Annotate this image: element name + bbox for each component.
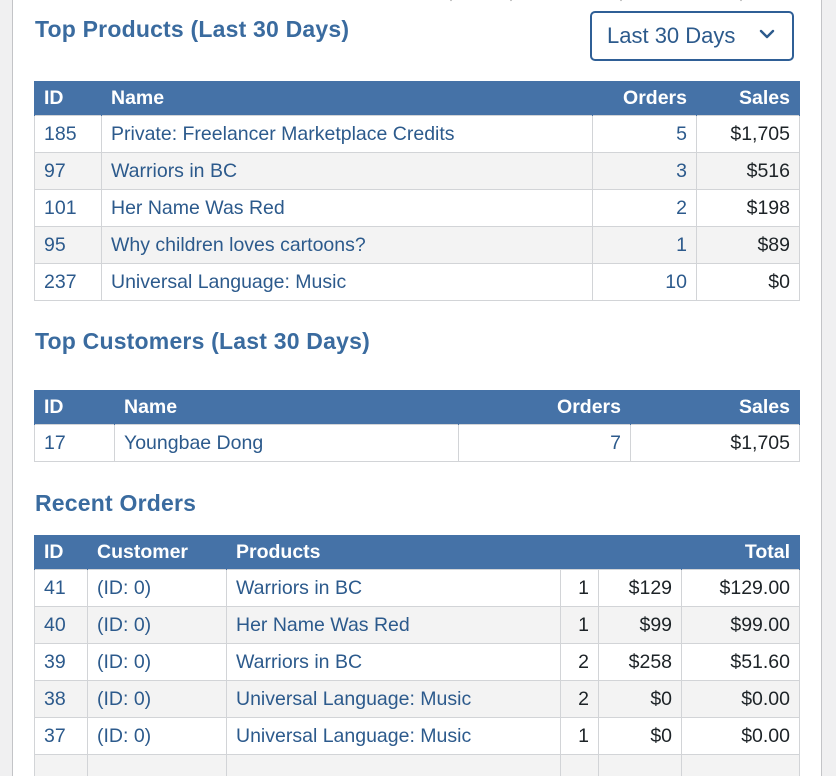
order-product-link[interactable]: Universal Language: Music [236,688,471,710]
product-sales: $516 [697,153,800,190]
order-product-link[interactable]: Her Name Was Red [236,614,410,636]
top-customers-title: Top Customers (Last 30 Days) [35,328,370,355]
order-quantity: 1 [561,718,599,755]
table-row: 185 Private: Freelancer Marketplace Cred… [35,116,800,153]
product-orders-link[interactable]: 2 [676,197,687,219]
dashboard-panel: Top Products (Last 30 Days) Last 30 Days… [12,0,822,776]
order-line-amount: $258 [599,644,682,681]
order-id-link[interactable]: 41 [44,577,66,599]
product-sales: $89 [697,227,800,264]
order-customer-link[interactable]: (ID: 0) [97,651,151,673]
product-id-link[interactable]: 185 [44,123,77,145]
table-header-row: ID Name Orders Sales [35,81,800,116]
order-id-link[interactable]: 38 [44,688,66,710]
order-customer-link[interactable]: (ID: 0) [97,577,151,599]
order-product-link[interactable]: Warriors in BC [236,651,362,673]
product-orders-link[interactable]: 1 [676,234,687,256]
order-line-amount: $129 [599,570,682,607]
table-row: 40 (ID: 0) Her Name Was Red 1 $99 $99.00 [35,607,800,644]
product-orders-link[interactable]: 3 [676,160,687,182]
product-name-link[interactable]: Universal Language: Music [111,271,346,293]
table-header-row: ID Name Orders Sales [35,390,800,425]
top-products-table: ID Name Orders Sales 185 Private: Freela… [34,81,800,301]
date-range-select[interactable]: Last 30 Days [590,11,794,61]
product-name-link[interactable]: Private: Freelancer Marketplace Credits [111,123,455,145]
order-customer-link[interactable]: (ID: 0) [97,614,151,636]
order-quantity: 2 [561,644,599,681]
product-sales: $0 [697,264,800,301]
cut-off-edge-marks [408,0,788,2]
order-product-link[interactable]: Universal Language: Music [236,725,471,747]
date-range-select-value: Last 30 Days [607,23,735,49]
customer-orders-link[interactable]: 7 [610,432,621,454]
order-id-link[interactable]: 39 [44,651,66,673]
product-id-link[interactable]: 101 [44,197,77,219]
product-id-link[interactable]: 237 [44,271,77,293]
product-sales: $198 [697,190,800,227]
order-product-link[interactable]: Warriors in BC [236,577,362,599]
top-customers-table: ID Name Orders Sales 17 Youngbae Dong 7 … [34,390,800,462]
order-id-link[interactable]: 40 [44,614,66,636]
customer-name-link[interactable]: Youngbae Dong [124,432,263,454]
order-line-amount: $0 [599,718,682,755]
product-sales: $1,705 [697,116,800,153]
product-id-link[interactable]: 97 [44,160,66,182]
customer-id-link[interactable]: 17 [44,432,66,454]
col-header-total: Total [682,535,800,570]
table-row: 95 Why children loves cartoons? 1 $89 [35,227,800,264]
order-total: $0.00 [682,681,800,718]
col-header-name: Name [102,81,593,116]
product-orders-link[interactable]: 10 [665,271,687,293]
recent-orders-title: Recent Orders [35,490,196,517]
order-total: $51.60 [682,644,800,681]
col-header-products: Products [227,535,682,570]
order-line-amount: $99 [599,607,682,644]
order-total: $0.00 [682,718,800,755]
top-products-title: Top Products (Last 30 Days) [35,16,349,43]
product-name-link[interactable]: Why children loves cartoons? [111,234,366,256]
order-total: $99.00 [682,607,800,644]
table-header-row: ID Customer Products Total [35,535,800,570]
table-row: 37 (ID: 0) Universal Language: Music 1 $… [35,718,800,755]
table-row: 17 Youngbae Dong 7 $1,705 [35,425,800,462]
table-row: 39 (ID: 0) Warriors in BC 2 $258 $51.60 [35,644,800,681]
col-header-id: ID [35,81,102,116]
table-row: 237 Universal Language: Music 10 $0 [35,264,800,301]
customer-sales: $1,705 [631,425,800,462]
col-header-id: ID [35,390,115,425]
order-id-link[interactable]: 37 [44,725,66,747]
chevron-down-icon [759,28,775,40]
product-id-link[interactable]: 95 [44,234,66,256]
order-total: $129.00 [682,570,800,607]
table-row: 97 Warriors in BC 3 $516 [35,153,800,190]
table-row-partial [35,755,800,776]
product-orders-link[interactable]: 5 [676,123,687,145]
col-header-name: Name [115,390,459,425]
product-name-link[interactable]: Warriors in BC [111,160,237,182]
col-header-sales: Sales [697,81,800,116]
table-row: 41 (ID: 0) Warriors in BC 1 $129 $129.00 [35,570,800,607]
table-row: 38 (ID: 0) Universal Language: Music 2 $… [35,681,800,718]
order-line-amount: $0 [599,681,682,718]
order-quantity: 1 [561,607,599,644]
table-row: 101 Her Name Was Red 2 $198 [35,190,800,227]
col-header-sales: Sales [631,390,800,425]
col-header-orders: Orders [593,81,697,116]
order-quantity: 1 [561,570,599,607]
order-customer-link[interactable]: (ID: 0) [97,725,151,747]
col-header-orders: Orders [459,390,631,425]
col-header-id: ID [35,535,88,570]
recent-orders-table: ID Customer Products Total 41 (ID: 0) Wa… [34,535,800,776]
order-customer-link[interactable]: (ID: 0) [97,688,151,710]
order-quantity: 2 [561,681,599,718]
col-header-customer: Customer [88,535,227,570]
product-name-link[interactable]: Her Name Was Red [111,197,285,219]
